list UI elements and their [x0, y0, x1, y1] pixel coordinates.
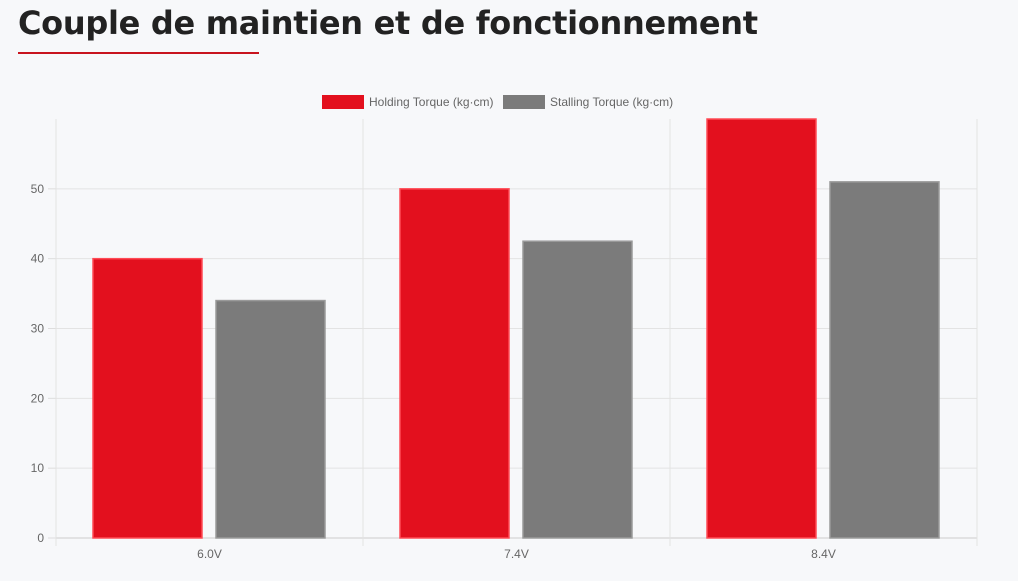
legend-label-holding[interactable]: Holding Torque (kg·cm) [369, 95, 494, 109]
x-tick-label: 6.0V [197, 547, 222, 561]
legend-label-stalling[interactable]: Stalling Torque (kg·cm) [550, 95, 673, 109]
y-axis-labels: 0 10 20 30 40 50 [31, 182, 45, 545]
bar-stalling-2[interactable] [829, 181, 940, 539]
legend-swatch-holding[interactable] [322, 95, 364, 109]
page-title: Couple de maintien et de fonctionnement [18, 4, 758, 42]
title-underline [18, 52, 259, 54]
y-tick-label: 50 [31, 182, 45, 196]
gridlines [48, 119, 978, 546]
x-axis-labels: 6.0V 7.4V 8.4V [197, 547, 836, 561]
y-tick-label: 30 [31, 322, 45, 336]
y-tick-label: 20 [31, 391, 45, 405]
y-tick-label: 0 [37, 531, 44, 545]
y-tick-label: 40 [31, 252, 45, 266]
y-tick-label: 10 [31, 461, 45, 475]
legend-swatch-stalling[interactable] [503, 95, 545, 109]
bar-holding-1[interactable] [399, 188, 510, 539]
bar-holding-2[interactable] [706, 118, 817, 539]
legend: Holding Torque (kg·cm) Stalling Torque (… [322, 95, 673, 109]
bars [92, 118, 940, 539]
bar-holding-0[interactable] [92, 257, 203, 539]
x-tick-label: 7.4V [504, 547, 529, 561]
bar-stalling-1[interactable] [522, 240, 633, 539]
x-tick-label: 8.4V [811, 547, 836, 561]
bar-stalling-0[interactable] [215, 299, 326, 539]
